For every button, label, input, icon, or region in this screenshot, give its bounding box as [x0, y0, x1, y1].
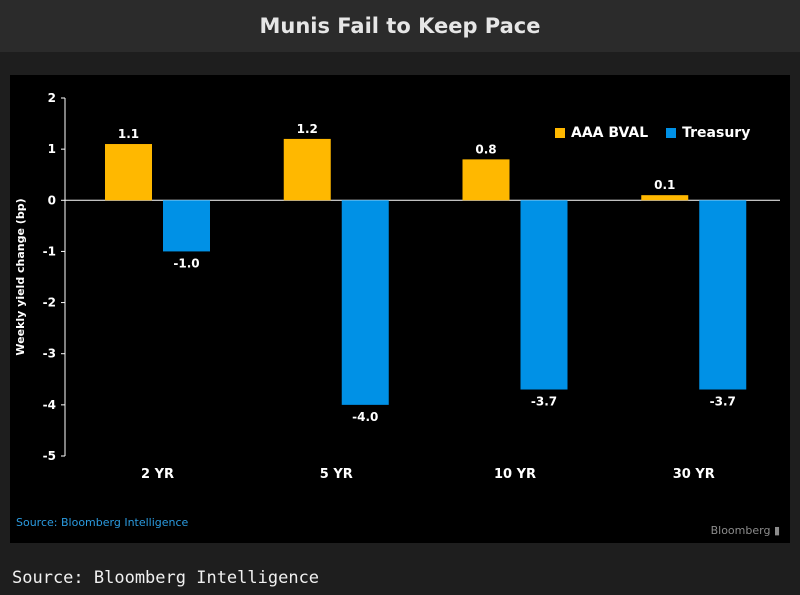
bar-aaa-bval-3 — [641, 195, 689, 201]
legend-label-treasury: Treasury — [682, 125, 751, 141]
data-label: -3.7 — [531, 395, 557, 409]
source-note: Source: Bloomberg Intelligence — [16, 516, 189, 529]
bar-aaa-bval-1 — [283, 138, 331, 201]
brand-text: Bloomberg — [710, 524, 771, 537]
data-label: 0.8 — [475, 142, 496, 156]
data-label: -1.0 — [173, 256, 199, 270]
y-axis-label: Weekly yield change (bp) — [14, 198, 27, 355]
y-tick-label: -2 — [43, 296, 56, 310]
chart-title: Munis Fail to Keep Pace — [259, 14, 541, 38]
bar-treasury-3 — [699, 200, 747, 390]
bar-treasury-2 — [520, 200, 568, 390]
x-tick-label: 2 YR — [141, 467, 174, 482]
bar-aaa-bval-0 — [105, 144, 152, 201]
legend-item-treasury: Treasury — [666, 125, 750, 141]
data-label: -4.0 — [352, 410, 378, 424]
data-label: 0.1 — [654, 178, 675, 192]
legend-swatch-aaa-bval — [555, 128, 565, 138]
y-tick-label: 1 — [48, 142, 56, 156]
legend: AAA BVAL Treasury — [555, 125, 750, 141]
bar-aaa-bval-2 — [462, 159, 510, 201]
bar-treasury-0 — [163, 200, 210, 252]
y-tick-label: 2 — [48, 91, 56, 105]
bloomberg-logo: Bloomberg ▮ — [711, 524, 780, 537]
data-label: 1.1 — [118, 127, 139, 141]
bar-treasury-1 — [341, 200, 389, 405]
y-tick-label: -5 — [43, 449, 56, 463]
bloomberg-mark-icon: ▮ — [773, 524, 780, 537]
title-bar: Munis Fail to Keep Pace — [0, 0, 800, 52]
y-tick-label: 0 — [48, 193, 56, 207]
y-tick-label: -3 — [43, 347, 56, 361]
x-tick-label: 30 YR — [673, 467, 715, 482]
y-tick-label: -1 — [43, 244, 56, 258]
legend-label-aaa-bval: AAA BVAL — [571, 125, 649, 141]
x-tick-label: 10 YR — [494, 467, 536, 482]
data-label: 1.2 — [297, 122, 318, 136]
footer-source: Source: Bloomberg Intelligence — [12, 568, 320, 588]
legend-swatch-treasury — [666, 128, 677, 138]
legend-item-aaa-bval: AAA BVAL — [555, 125, 648, 141]
data-label: -3.7 — [710, 395, 736, 409]
chart-panel: 2 1 0 -1 -2 -3 -4 -5 Weekly yield change (bp) 1.1… — [10, 75, 790, 543]
x-tick-label: 5 YR — [320, 467, 353, 482]
bar-chart: 2 1 0 -1 -2 -3 -4 -5 Weekly yield change (bp) 1.1… — [14, 91, 780, 482]
y-tick-label: -4 — [43, 398, 56, 412]
